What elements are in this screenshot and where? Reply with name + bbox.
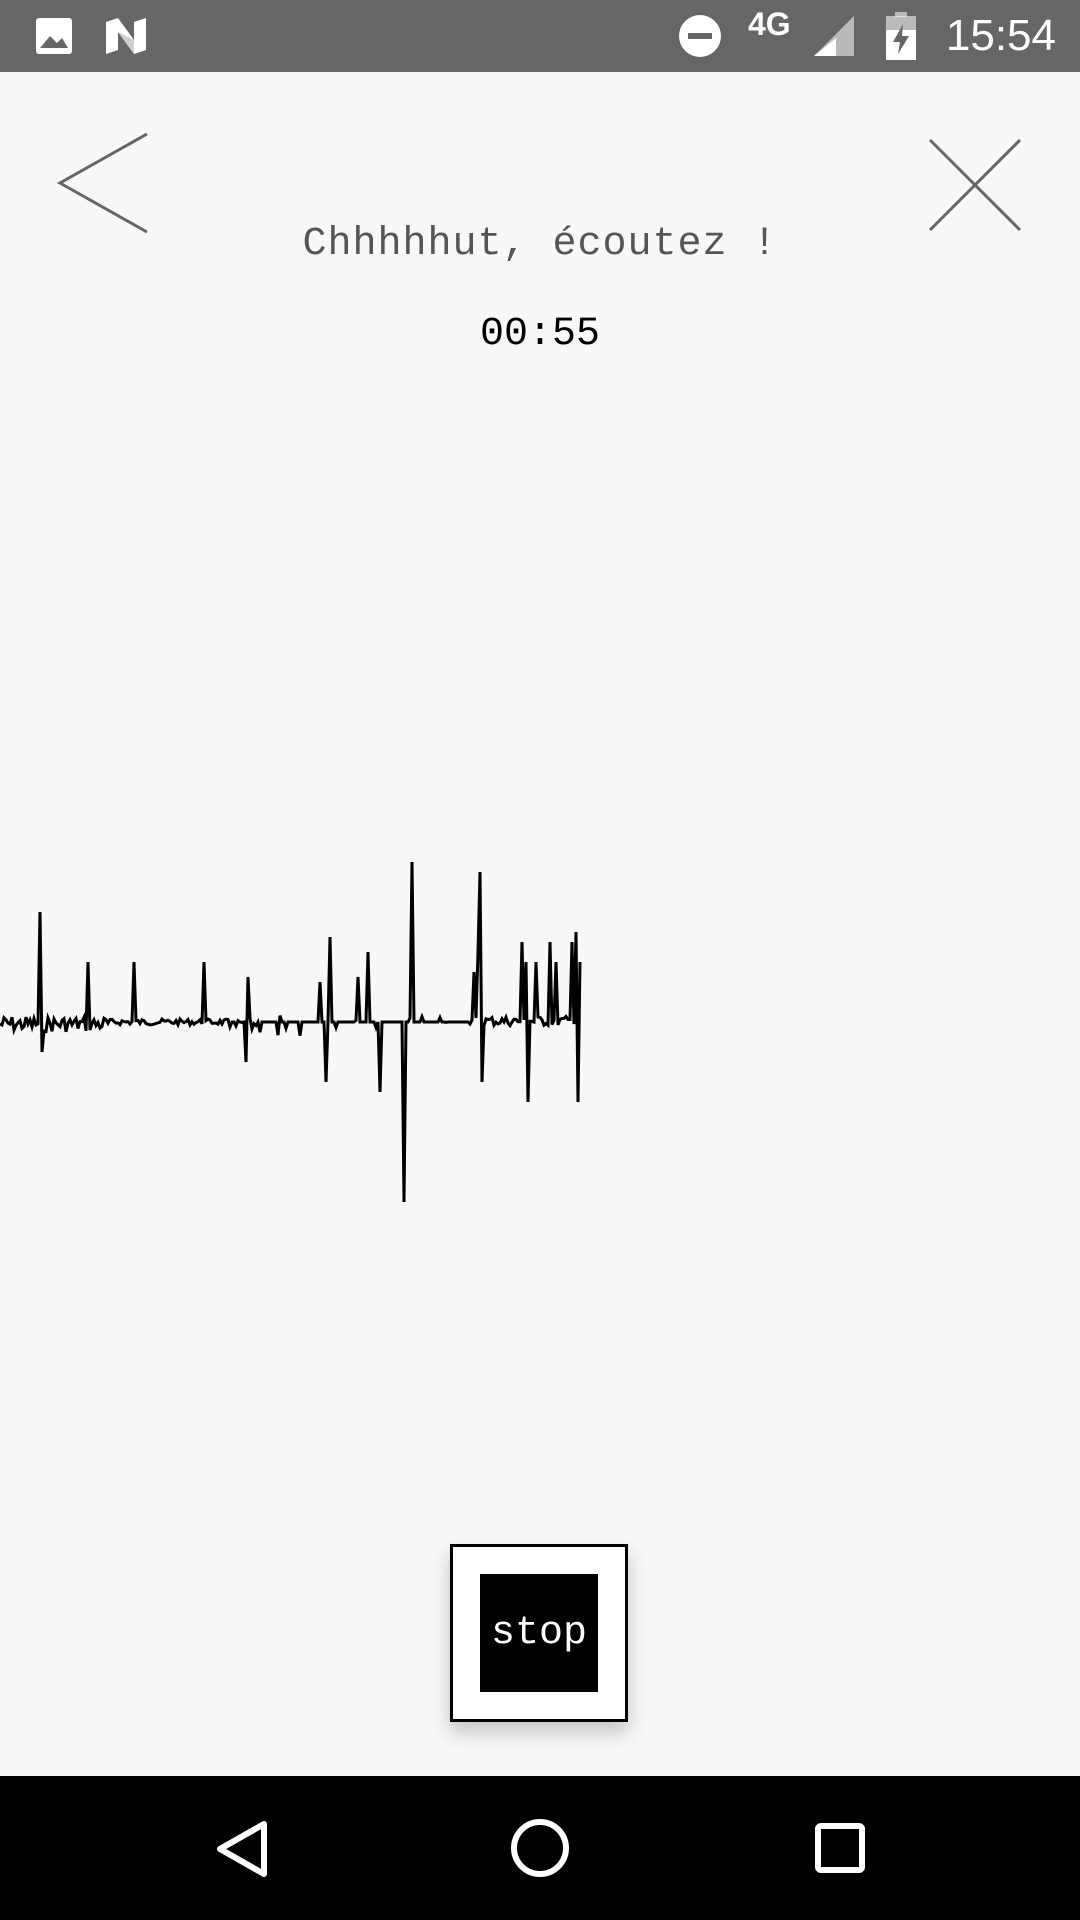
battery-charging-icon <box>886 12 916 60</box>
do-not-disturb-icon <box>679 15 721 57</box>
nav-back-button[interactable] <box>170 1776 310 1920</box>
n-logo-icon <box>106 18 146 54</box>
back-triangle-icon <box>217 1821 267 1877</box>
status-bar: 4G 15:54 <box>0 0 1080 72</box>
audio-waveform <box>0 861 582 1203</box>
page-title: Chhhhhut, écoutez ! <box>302 222 778 267</box>
close-icon <box>928 138 1022 232</box>
chevron-left-icon <box>56 132 148 234</box>
recording-screen: Chhhhhut, écoutez ! 00:55 stop <box>0 72 1080 1776</box>
recording-timer: 00:55 <box>479 312 601 357</box>
stop-button[interactable]: stop <box>450 1544 628 1722</box>
recents-square-icon <box>815 1823 865 1873</box>
network-type: 4G <box>748 6 791 42</box>
back-button[interactable] <box>52 128 162 238</box>
image-icon <box>36 18 72 54</box>
stop-button-label: stop <box>480 1574 598 1692</box>
close-button[interactable] <box>918 128 1028 238</box>
home-circle-icon <box>511 1819 569 1877</box>
clock: 15:54 <box>945 11 1056 60</box>
signal-icon <box>814 16 854 56</box>
waveform-line <box>0 861 582 1203</box>
nav-recents-button[interactable] <box>770 1776 910 1920</box>
system-nav-bar <box>0 1776 1080 1920</box>
nav-home-button[interactable] <box>470 1776 610 1920</box>
